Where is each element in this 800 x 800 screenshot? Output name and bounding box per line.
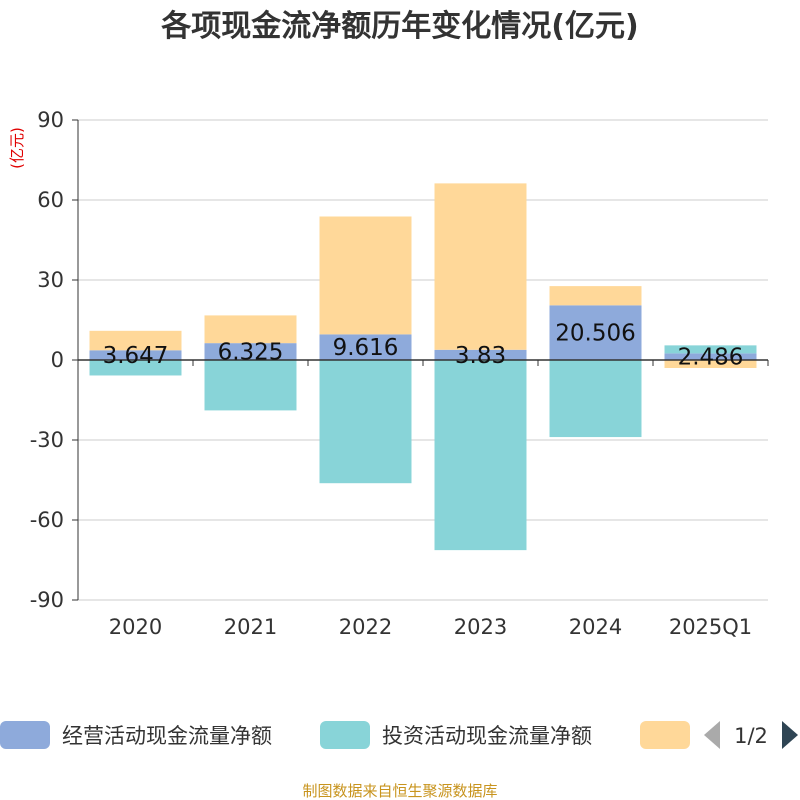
bar-2021-s2 xyxy=(204,360,297,411)
legend-next-icon[interactable] xyxy=(782,721,798,749)
y-tick-label: 90 xyxy=(37,108,64,132)
chart-title: 各项现金流净额历年变化情况(亿元) xyxy=(160,9,638,44)
legend-label-s2: 投资活动现金流量净额 xyxy=(382,724,592,748)
x-tick-label: 2023 xyxy=(454,615,507,639)
data-label: 20.506 xyxy=(555,321,635,347)
bar-2024-s2 xyxy=(549,360,642,438)
data-label: 9.616 xyxy=(333,335,399,361)
bar-2023-s3 xyxy=(434,183,527,350)
bar-2020-s3 xyxy=(89,330,182,351)
bar-2024-s1 xyxy=(549,305,642,360)
y-tick-label: -90 xyxy=(30,588,64,612)
bar-2024-s3 xyxy=(549,286,642,306)
bar-2023-s1 xyxy=(434,349,527,360)
legend-swatch-s1 xyxy=(0,721,50,749)
bar-2023-s2 xyxy=(434,360,527,551)
legend-page-indicator: 1/2 xyxy=(734,724,768,748)
bar-2025Q1-s1 xyxy=(664,353,757,360)
bar-2020-s2 xyxy=(89,360,182,376)
x-tick-label: 2022 xyxy=(339,615,392,639)
legend-label-s1: 经营活动现金流量净额 xyxy=(62,724,272,748)
bar-2022-s2 xyxy=(319,360,412,484)
y-tick-label: 0 xyxy=(51,348,64,372)
bars xyxy=(89,183,757,551)
y-tick-label: 60 xyxy=(37,188,64,212)
bar-2022-s3 xyxy=(319,216,412,335)
y-tick-label: 30 xyxy=(37,268,64,292)
x-tick-label: 2020 xyxy=(109,615,162,639)
y-tick-label: -30 xyxy=(30,428,64,452)
bar-2025Q1-s2 xyxy=(664,345,757,354)
bar-2025Q1-s3 xyxy=(664,360,757,368)
legend-pager[interactable]: 1/2 xyxy=(704,721,798,749)
bar-2021-s3 xyxy=(204,315,297,344)
y-tick-label: -60 xyxy=(30,508,64,532)
legend[interactable]: 经营活动现金流量净额 投资活动现金流量净额 xyxy=(0,721,690,749)
data-label: 6.325 xyxy=(218,340,284,366)
data-label: 3.83 xyxy=(455,343,506,369)
axes: 90 60 30 0 -30 -60 -90 2020 2021 2022 2023 2024 2025… xyxy=(30,108,769,639)
data-labels: 3.647 6.325 9.616 3.83 20.506 2.486 xyxy=(103,321,744,371)
legend-swatch-s2 xyxy=(320,721,370,749)
x-tick-label: 2021 xyxy=(224,615,277,639)
bar-2021-s1 xyxy=(204,343,297,360)
x-tick-label: 2025Q1 xyxy=(669,615,752,639)
x-tick-label: 2024 xyxy=(569,615,622,639)
bar-2020-s1 xyxy=(89,350,182,360)
data-label: 2.486 xyxy=(678,345,744,371)
data-label: 3.647 xyxy=(103,343,169,369)
legend-prev-icon[interactable] xyxy=(704,721,720,749)
bar-2022-s1 xyxy=(319,334,412,360)
legend-swatch-s3 xyxy=(640,721,690,749)
y-axis-unit: (亿元) xyxy=(8,127,26,169)
source-note: 制图数据来自恒生聚源数据库 xyxy=(302,782,497,800)
